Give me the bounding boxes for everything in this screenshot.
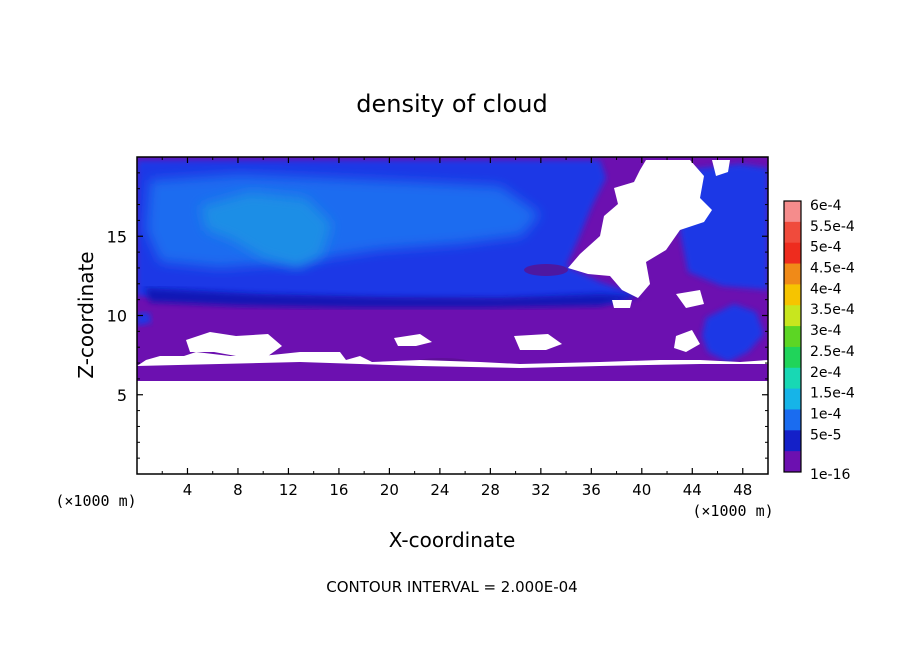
- x-axis: 4 8 12 16 20 24 28 32 36 40 44 48: [161, 157, 752, 499]
- colorbar-label: 3.5e-4: [810, 302, 855, 318]
- x-tick-label: 32: [531, 481, 550, 499]
- colorbar-swatch: [784, 346, 801, 369]
- chart-title: density of cloud: [356, 90, 547, 118]
- clear-patch-lower-3: [514, 334, 562, 350]
- plot-area: [137, 157, 768, 474]
- colorbar-swatch: [784, 367, 801, 390]
- x-tick-label: 36: [582, 481, 601, 499]
- clear-patch-small-1: [712, 160, 730, 176]
- y-axis-label: Z-coordinate: [74, 251, 98, 378]
- y-tick-label: 15: [107, 227, 127, 246]
- colorbar-swatch: [784, 221, 801, 244]
- colorbar-label: 2e-4: [810, 365, 842, 381]
- x-tick-label: 4: [183, 481, 193, 499]
- x-unit-right: (×1000 m): [692, 502, 773, 520]
- colorbar-label: 4e-4: [810, 281, 842, 297]
- clear-patch-small-2: [676, 290, 704, 308]
- x-tick-label: 48: [733, 481, 752, 499]
- x-tick-label: 40: [632, 481, 651, 499]
- colorbar-swatch: [784, 409, 801, 431]
- colorbar-label: 1.5e-4: [810, 386, 855, 402]
- colorbar-swatch: [784, 430, 801, 452]
- cloud-dark-band: [145, 288, 640, 308]
- colorbar: 6e-4 5.5e-4 5e-4 4.5e-4 4e-4 3.5e-4 3e-4 2.5e-4…: [783, 198, 855, 483]
- colorbar-swatch: [784, 263, 801, 285]
- colorbar-swatch: [784, 201, 801, 223]
- cloud-right-cell: [680, 164, 768, 290]
- contour-interval-note: CONTOUR INTERVAL = 2.000E-04: [326, 578, 577, 596]
- colorbar-label: 3e-4: [810, 323, 842, 339]
- x-tick-label: 44: [683, 481, 702, 499]
- clear-patch-small-3: [612, 300, 632, 308]
- colorbar-label: 1e-16: [810, 467, 850, 483]
- colorbar-label: 4.5e-4: [810, 261, 855, 277]
- colorbar-swatch: [784, 326, 801, 348]
- x-tick-label: 16: [329, 481, 348, 499]
- x-tick-label: 8: [233, 481, 243, 499]
- colorbar-label: 2.5e-4: [810, 344, 855, 360]
- y-axis: 5 10 15: [107, 172, 768, 459]
- x-tick-label: 28: [481, 481, 500, 499]
- colorbar-swatch: [784, 388, 801, 410]
- cloud-bottom-strip: [137, 362, 768, 381]
- y-tick-label: 5: [117, 386, 127, 405]
- x-tick-label: 12: [279, 481, 298, 499]
- cloud-core: [200, 192, 332, 268]
- cloud-dark-spot: [524, 264, 568, 276]
- x-axis-label: X-coordinate: [389, 528, 516, 552]
- colorbar-swatch: [784, 284, 801, 306]
- colorbar-swatch: [784, 305, 801, 327]
- colorbar-frame: [783, 200, 802, 473]
- x-tick-label: 24: [430, 481, 449, 499]
- x-unit-left: (×1000 m): [55, 492, 136, 510]
- colorbar-label: 5e-5: [810, 427, 841, 443]
- colorbar-label: 5e-4: [810, 240, 842, 256]
- colorbar-label: 1e-4: [810, 406, 842, 422]
- lower-clear-air: [137, 381, 768, 474]
- y-tick-label: 10: [107, 307, 127, 326]
- cloud-right-low-cell: [702, 304, 764, 362]
- colorbar-swatch: [784, 242, 801, 265]
- clear-patch-upper: [568, 160, 712, 298]
- clear-patch-lower-1: [186, 332, 282, 356]
- colorbar-label: 6e-4: [810, 198, 842, 214]
- clear-patch-lower-2: [394, 334, 432, 346]
- clear-patch-lower-4: [674, 330, 700, 352]
- colorbar-label: 5.5e-4: [810, 219, 855, 235]
- colorbar-swatch: [784, 451, 801, 473]
- x-tick-label: 20: [380, 481, 399, 499]
